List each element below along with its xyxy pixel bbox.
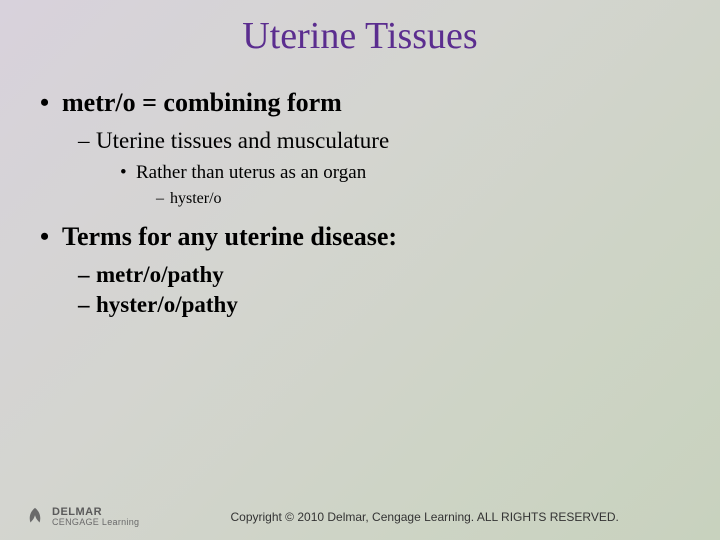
slide-content: •metr/o = combining form –Uterine tissue… (0, 58, 720, 318)
bullet-text: Uterine tissues and musculature (96, 128, 389, 153)
bullet-text: Terms for any uterine disease: (62, 222, 397, 251)
bullet-text: hyster/o (170, 190, 222, 207)
bullet-level2: –metr/o/pathy (28, 262, 692, 288)
bullet-level1: •Terms for any uterine disease: (28, 222, 692, 252)
bullet-level3: •Rather than uterus as an organ (28, 162, 692, 184)
bullet-text: hyster/o/pathy (96, 292, 238, 317)
bullet-dot-icon: • (40, 222, 62, 252)
dash-icon: – (78, 262, 96, 288)
bullet-text: metr/o = combining form (62, 88, 342, 117)
dash-icon: – (156, 190, 170, 208)
bullet-text: metr/o/pathy (96, 262, 224, 287)
dash-icon: – (78, 128, 96, 154)
publisher-logo: DELMAR CENGAGE Learning (24, 506, 139, 528)
publisher-name: DELMAR CENGAGE Learning (52, 507, 139, 527)
bullet-dot-icon: • (40, 88, 62, 118)
bullet-level2: –Uterine tissues and musculature (28, 128, 692, 154)
bullet-level1: •metr/o = combining form (28, 88, 692, 118)
brand-line2: CENGAGE Learning (52, 518, 139, 527)
leaf-icon (24, 506, 46, 528)
dash-icon: – (78, 292, 96, 318)
slide-title: Uterine Tissues (0, 0, 720, 58)
slide-footer: DELMAR CENGAGE Learning Copyright © 2010… (24, 506, 696, 528)
copyright-text: Copyright © 2010 Delmar, Cengage Learnin… (153, 510, 696, 524)
bullet-level4: –hyster/o (28, 190, 692, 208)
bullet-level2: –hyster/o/pathy (28, 292, 692, 318)
bullet-text: Rather than uterus as an organ (136, 162, 366, 183)
bullet-dot-icon: • (120, 162, 136, 184)
